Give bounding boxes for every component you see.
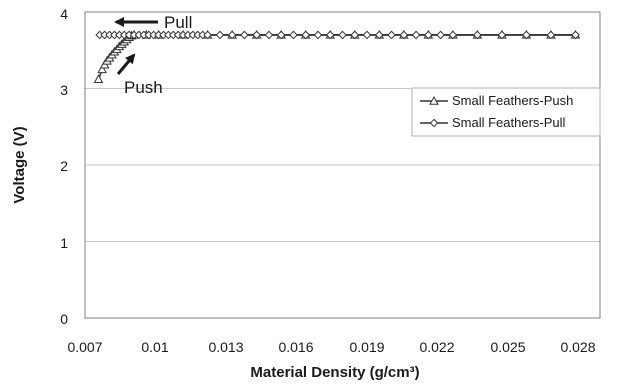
data-point-diamond [289, 30, 298, 40]
y-axis: 0 1 2 3 4 [60, 6, 68, 327]
y-tick-label: 1 [60, 235, 68, 251]
data-point-diamond [546, 30, 556, 40]
data-point-triangle [97, 64, 108, 74]
data-point-diamond [473, 30, 482, 40]
x-tick-label: 0.013 [208, 339, 243, 355]
data-point-diamond [399, 30, 409, 40]
y-axis-title: Voltage (V) [11, 126, 28, 203]
plot-area-frame [84, 11, 601, 319]
x-tick-label: 0.016 [278, 339, 313, 355]
data-point-diamond [374, 30, 384, 40]
data-point-diamond [325, 30, 335, 40]
push-arrow [116, 53, 136, 75]
data-point-diamond [497, 30, 507, 40]
data-point-diamond [448, 30, 458, 40]
legend-item: Small Feathers-Pull [420, 115, 566, 130]
x-tick-label: 0.019 [349, 339, 384, 355]
data-point-diamond [338, 30, 347, 40]
legend-label: Small Feathers-Push [452, 93, 573, 108]
data-point-diamond [313, 30, 323, 40]
x-tick-label: 0.007 [67, 339, 102, 355]
data-point-diamond [227, 30, 237, 40]
series-line [97, 34, 576, 80]
legend: Small Feathers-Push Small Feathers-Pull [411, 87, 601, 137]
series-push [93, 29, 581, 84]
y-tick-label: 3 [60, 82, 68, 98]
data-point-diamond [429, 118, 439, 128]
data-point-diamond [350, 30, 360, 40]
series-pull [95, 30, 580, 40]
data-point-diamond [264, 30, 274, 40]
x-tick-label: 0.01 [141, 339, 168, 355]
data-point-diamond [436, 30, 445, 40]
pull-annotation-label: Pull [164, 13, 192, 32]
data-point-diamond [411, 30, 421, 40]
data-point-diamond [215, 30, 225, 40]
x-tick-label: 0.022 [419, 339, 454, 355]
series-layer [93, 29, 581, 84]
data-point-triangle [429, 95, 439, 105]
legend-box [411, 87, 601, 137]
data-point-diamond [424, 30, 433, 40]
x-tick-label: 0.028 [560, 339, 595, 355]
y-tick-label: 4 [60, 6, 68, 22]
data-point-diamond [276, 30, 286, 40]
data-point-diamond [240, 30, 249, 40]
x-axis: 0.007 0.01 0.013 0.016 0.019 0.022 0.025… [67, 339, 595, 355]
push-annotation-label: Push [124, 78, 163, 97]
data-point-diamond [203, 30, 212, 40]
data-point-triangle [93, 74, 104, 84]
legend-label: Small Feathers-Pull [452, 115, 566, 130]
data-point-diamond [571, 30, 580, 40]
data-point-diamond [387, 30, 396, 40]
data-point-diamond [522, 30, 531, 40]
x-tick-label: 0.025 [490, 339, 525, 355]
y-tick-label: 2 [60, 158, 68, 174]
annotations: Pull Push [114, 13, 192, 97]
y-tick-label: 0 [60, 311, 68, 327]
data-point-diamond [301, 30, 311, 40]
data-point-diamond [252, 30, 261, 40]
data-point-diamond [362, 30, 372, 40]
legend-item: Small Feathers-Push [420, 93, 573, 108]
x-axis-title: Material Density (g/cm³) [250, 364, 419, 381]
